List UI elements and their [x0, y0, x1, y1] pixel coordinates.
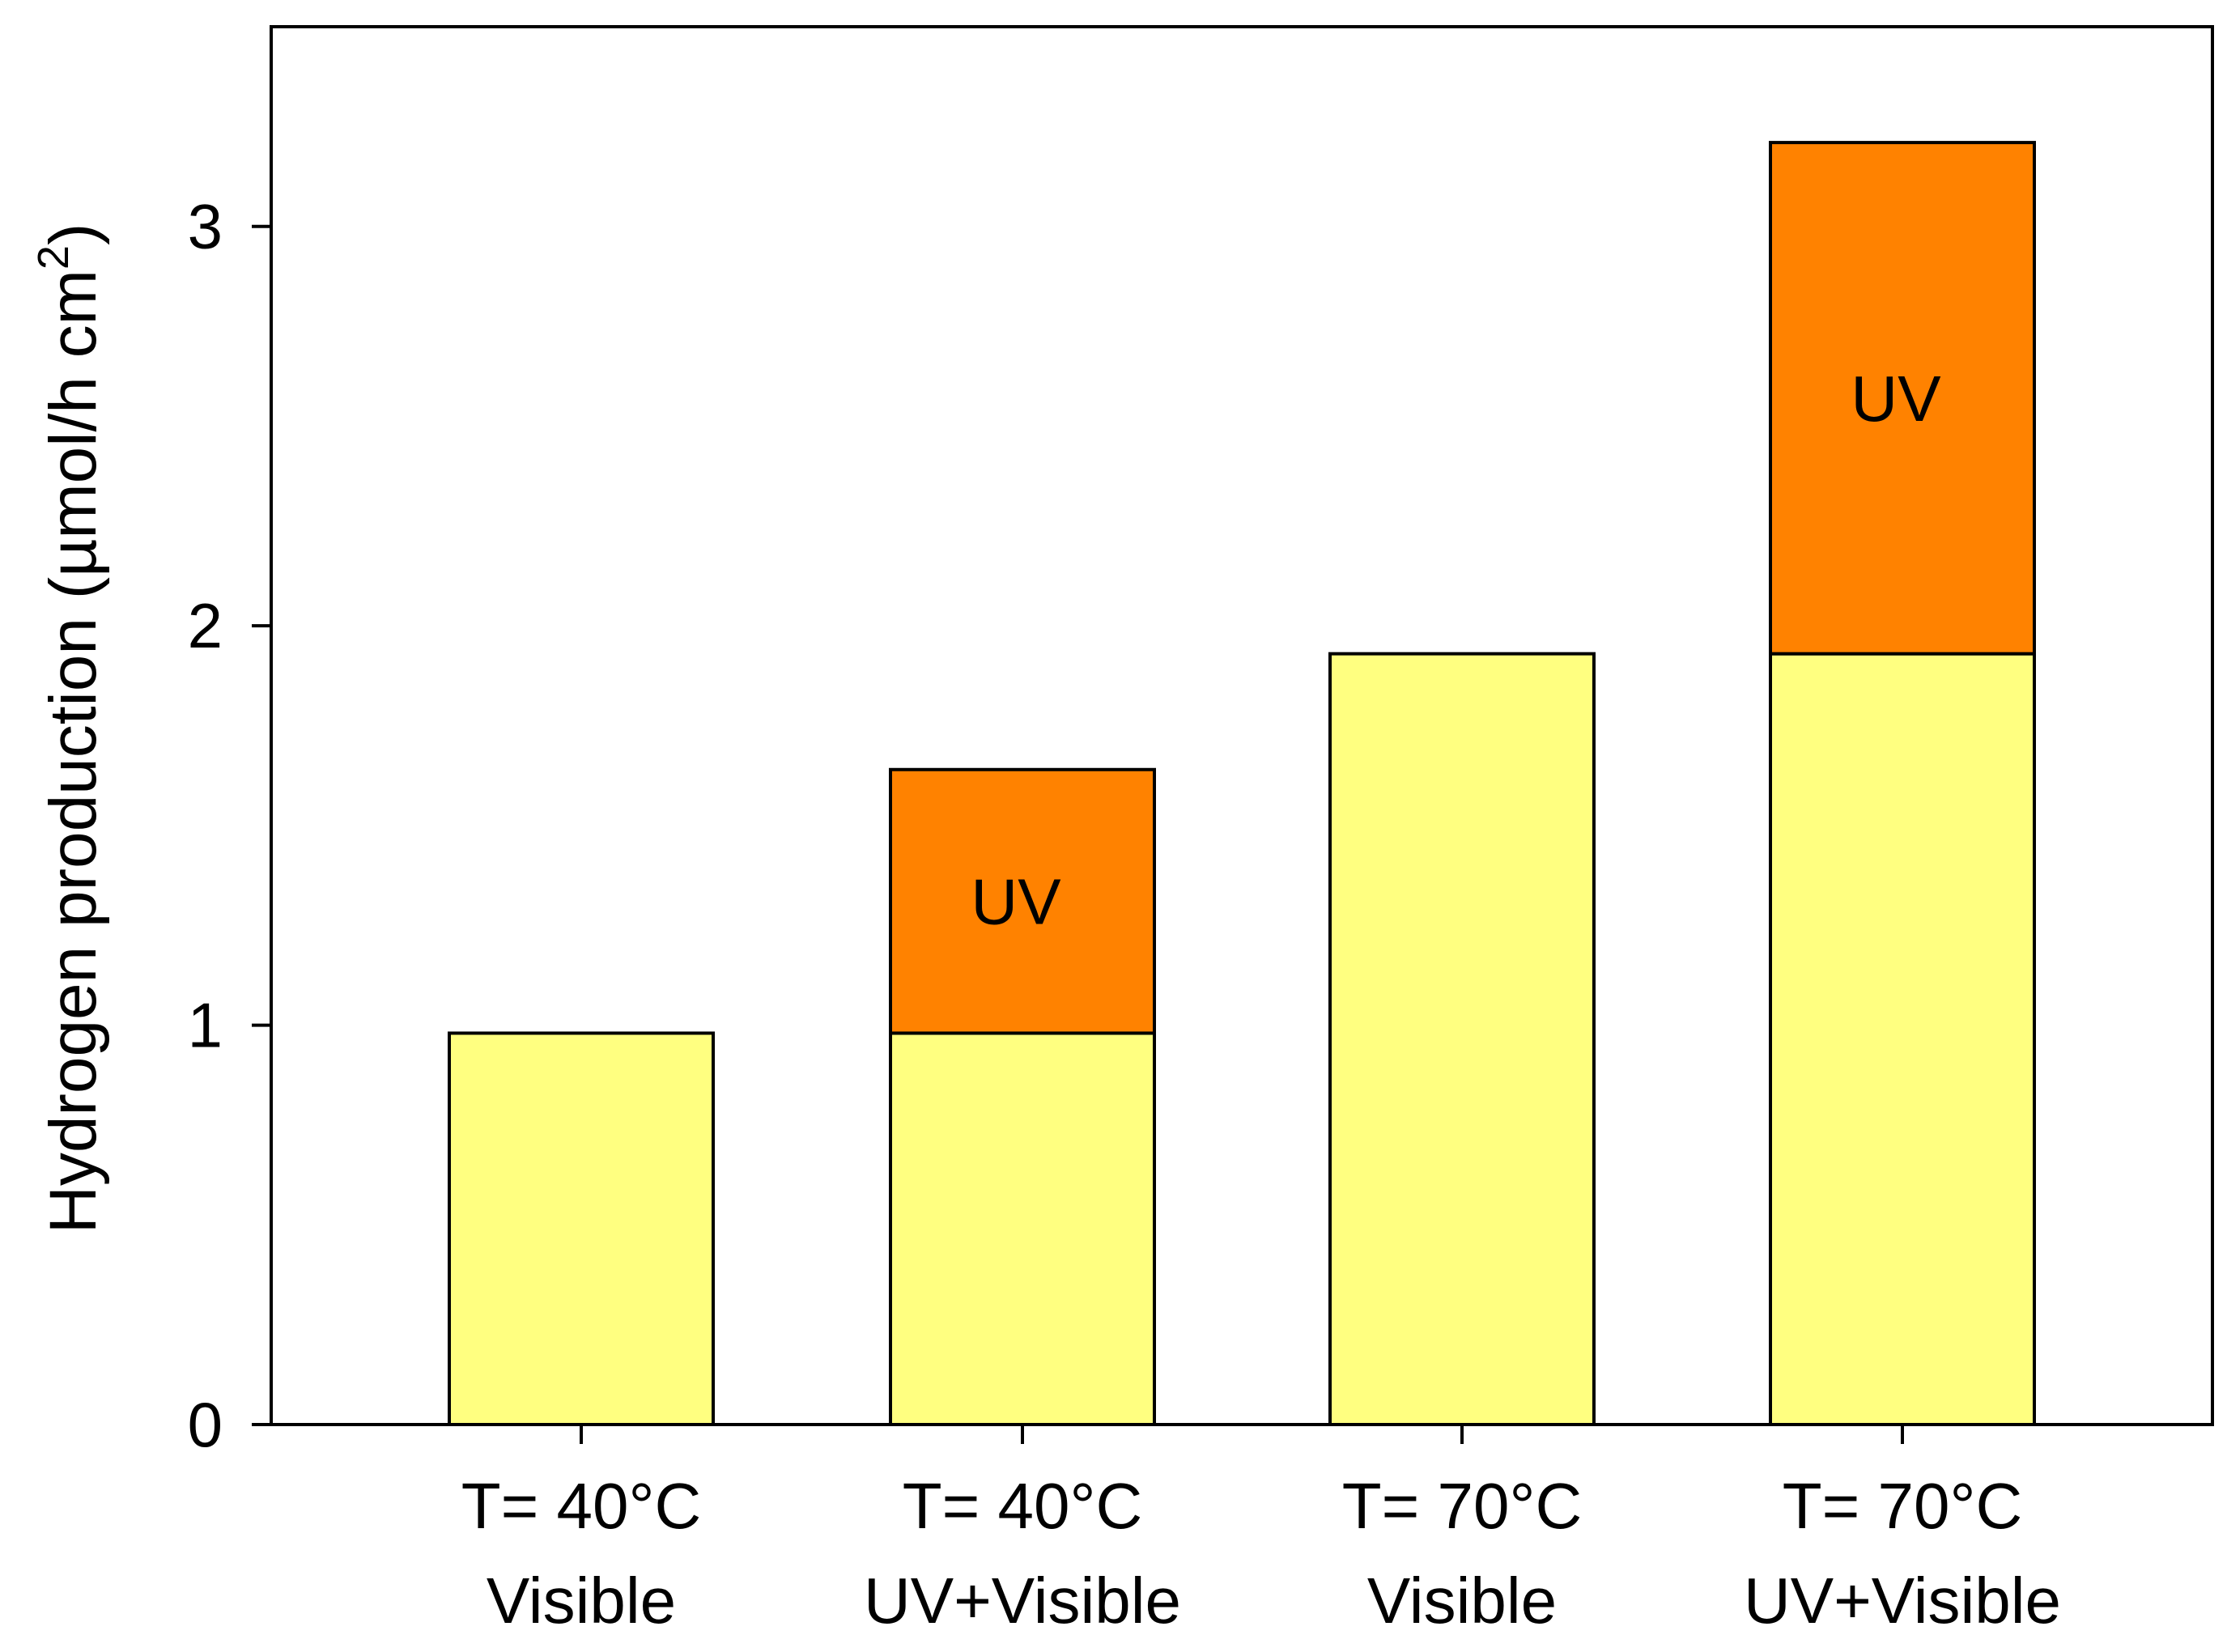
bar-visible-2 — [889, 1031, 1156, 1426]
bar-group: UV UV — [448, 141, 2036, 1426]
y-tick-label-0: 0 — [188, 1389, 223, 1460]
x-tick-label-line2-1: Visible — [487, 1565, 676, 1637]
y-axis-title: Hydrogen production (µmol/h cm2) — [29, 223, 110, 1234]
plot-frame — [270, 25, 2214, 1426]
x-tick-label-line2-3: Visible — [1367, 1565, 1557, 1637]
bar-uv-4 — [1769, 141, 2036, 656]
bar-visible-3 — [1328, 652, 1596, 1426]
x-tick-label-line1-2: T= 40°C — [903, 1470, 1143, 1542]
bar-visible-1 — [448, 1031, 715, 1426]
x-tick-label-line1-3: T= 70°C — [1342, 1470, 1583, 1542]
y-tick-label-3: 3 — [188, 191, 223, 262]
x-tick-label-line2-4: UV+Visible — [1744, 1565, 2061, 1637]
y-tick-label-1: 1 — [188, 990, 223, 1061]
bar-label-4: UV — [1851, 363, 1941, 435]
bar-label-2: UV — [971, 866, 1061, 938]
x-tick-label-line1-1: T= 40°C — [461, 1470, 702, 1542]
x-axis: T= 40°C Visible T= 40°C UV+Visible T= 70°C Vi… — [461, 1425, 2061, 1637]
x-tick-label-line1-4: T= 70°C — [1783, 1470, 2023, 1542]
bar-uv-2 — [889, 767, 1156, 1035]
y-axis: 0 1 2 3 — [188, 191, 271, 1460]
bar-visible-4 — [1769, 652, 2036, 1426]
x-tick-label-line2-2: UV+Visible — [864, 1565, 1181, 1637]
y-tick-label-2: 2 — [188, 590, 223, 661]
